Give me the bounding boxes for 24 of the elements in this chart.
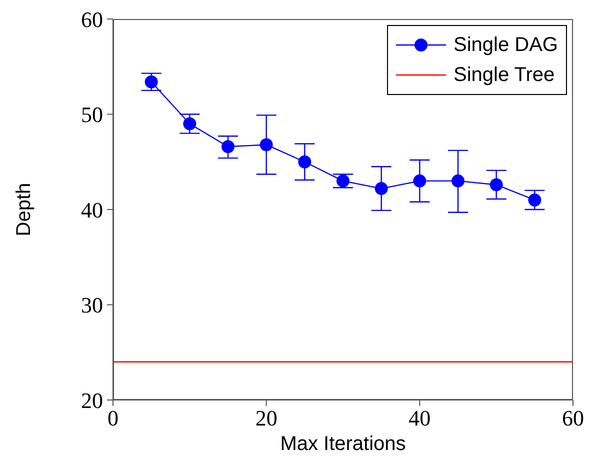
point	[183, 117, 196, 130]
y-tick-label: 40	[81, 197, 103, 222]
point	[490, 178, 503, 192]
legend-label: Single Tree	[454, 64, 555, 86]
y-tick-label: 20	[81, 388, 103, 413]
legend-label: Single DAG	[454, 34, 558, 56]
y-axis-title: Depth	[13, 182, 36, 236]
point	[374, 182, 388, 196]
y-tick-label: 50	[81, 102, 103, 128]
x-tick-label: 40	[408, 406, 431, 431]
point	[260, 138, 273, 152]
point	[528, 193, 542, 206]
point	[413, 174, 426, 188]
point	[298, 155, 312, 168]
y-tick-label: 30	[81, 292, 103, 318]
point	[452, 174, 464, 188]
point	[144, 75, 158, 88]
point	[222, 140, 234, 154]
x-tick-label: 20	[255, 406, 278, 431]
x-tick-label: 60	[562, 406, 584, 431]
x-axis-title: Max Iterations	[280, 433, 406, 455]
y-tick-label: 60	[81, 6, 103, 32]
point	[336, 174, 350, 188]
x-tick-label: 0	[108, 406, 118, 431]
